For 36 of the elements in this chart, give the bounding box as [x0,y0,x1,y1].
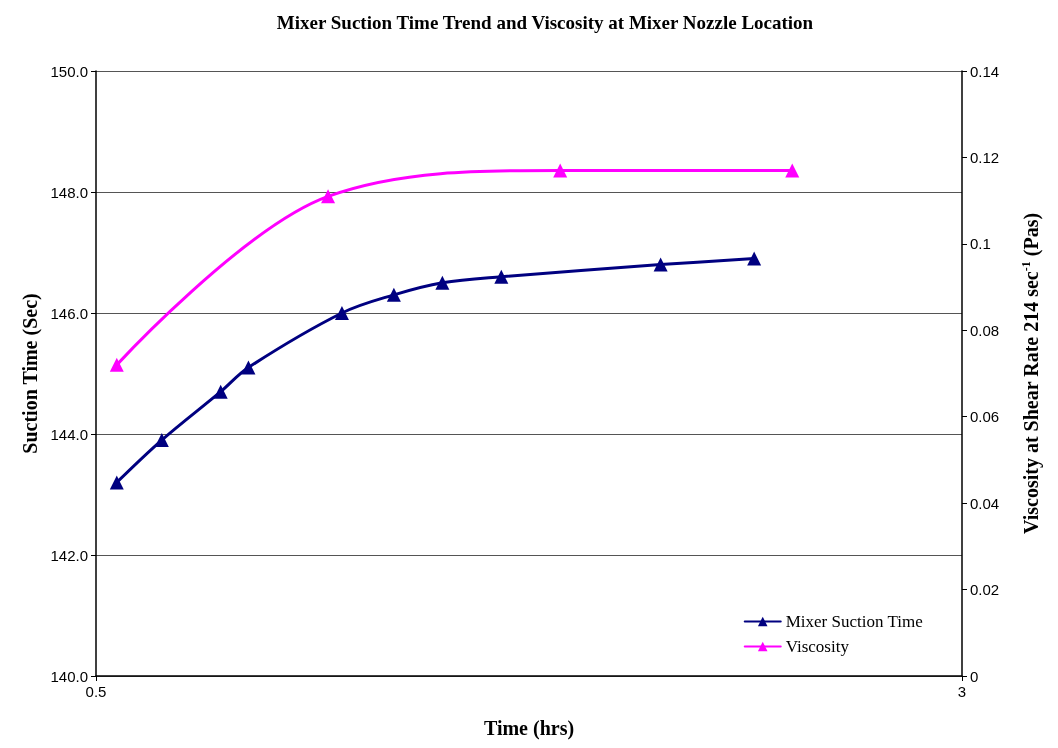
y-tick-label: 142.0 [50,546,88,564]
y2-tick-label: 0.06 [970,408,1000,426]
y2-tick-label: 0.1 [970,235,991,253]
x-axis-title: Time (hrs) [483,717,575,740]
legend-label: Mixer Suction Time [785,612,923,631]
point [386,287,401,302]
point [747,251,762,266]
point [334,306,349,320]
point [241,360,256,375]
point [154,433,169,448]
y-tick-label: 146.0 [50,304,88,322]
y2-tick-label: 0 [970,667,979,685]
point [435,275,450,290]
y2-tick-label: 0.08 [970,321,1000,339]
y-tick-label: 144.0 [50,425,88,443]
point [553,163,568,178]
y2-axis-title: Viscosity at Shear Rate 214 sec-1 (Pas) [1019,212,1043,535]
y-tick-label: 150.0 [50,62,88,80]
x-tick-label: 3 [957,683,967,700]
point [494,269,509,284]
point [213,384,228,399]
chart-title: Mixer Suction Time Trend and Viscosity at Mixer Nozzle Location [276,12,814,33]
y2-tick-label: 0.14 [970,62,1000,80]
y-tick-label: 148.0 [50,183,88,201]
point [321,189,336,204]
legend-label: Viscosity [785,637,850,656]
y-tick-label: 140.0 [50,667,88,685]
point [653,257,668,272]
x-tick-label: 0.5 [85,683,107,700]
point [109,475,124,490]
point [785,163,800,178]
y2-tick-label: 0.12 [970,148,1000,166]
y-axis-title: Suction Time (Sec) [18,293,42,454]
y2-tick-label: 0.02 [970,581,1000,599]
point [109,357,124,372]
y2-tick-label: 0.04 [970,494,1000,512]
